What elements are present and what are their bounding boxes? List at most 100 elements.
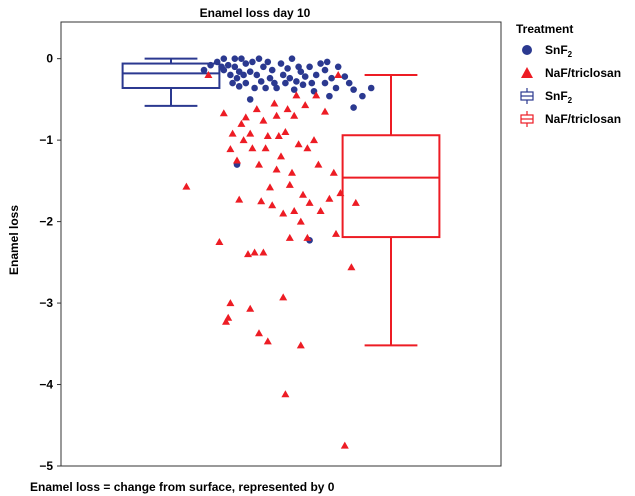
point-snf2 <box>253 71 261 79</box>
point-naf-triclosan <box>235 195 244 203</box>
point-snf2 <box>350 86 357 93</box>
point-naf-triclosan <box>246 304 255 312</box>
point-snf2 <box>341 73 349 80</box>
point-snf2 <box>246 68 254 75</box>
point-naf-triclosan <box>259 116 268 124</box>
point-snf2 <box>227 71 234 79</box>
chart-title: Enamel loss day 10 <box>200 6 311 20</box>
point-naf-triclosan <box>270 99 279 107</box>
point-snf2 <box>231 63 239 71</box>
point-naf-triclosan <box>241 113 250 121</box>
point-snf2 <box>326 92 333 100</box>
point-snf2 <box>321 79 329 87</box>
point-naf-triclosan <box>279 209 288 217</box>
point-naf-triclosan <box>285 180 294 188</box>
point-naf-triclosan <box>239 136 248 144</box>
point-naf-triclosan <box>312 91 321 99</box>
point-snf2 <box>213 58 221 66</box>
legend-label: SnF2 <box>545 89 573 105</box>
point-snf2 <box>286 74 294 82</box>
point-snf2 <box>224 61 232 69</box>
point-snf2 <box>220 55 228 62</box>
box-iqr <box>341 134 441 239</box>
point-naf-triclosan <box>283 105 292 113</box>
point-naf-triclosan <box>259 248 268 256</box>
point-naf-triclosan <box>294 140 303 148</box>
point-snf2 <box>282 79 289 87</box>
point-naf-triclosan <box>252 105 261 113</box>
point-naf-triclosan <box>299 190 307 198</box>
point-naf-triclosan <box>263 132 272 140</box>
point-snf2 <box>231 55 239 62</box>
point-naf-triclosan <box>285 233 294 241</box>
point-naf-triclosan <box>263 337 272 345</box>
point-snf2 <box>233 74 241 82</box>
point-snf2 <box>268 66 276 74</box>
point-naf-triclosan <box>272 111 281 119</box>
point-naf-triclosan <box>255 160 263 168</box>
point-naf-triclosan <box>274 132 283 140</box>
point-naf-triclosan <box>329 168 338 176</box>
point-snf2 <box>334 63 342 71</box>
point-naf-triclosan <box>228 129 237 137</box>
point-naf-triclosan <box>347 263 356 271</box>
legend-item: SnF2 <box>520 88 573 105</box>
point-naf-triclosan <box>303 144 312 152</box>
point-naf-triclosan <box>226 145 235 153</box>
legend-label: NaF/triclosan <box>545 112 621 126</box>
point-snf2 <box>297 68 305 75</box>
legend: Treatment SnF2 NaF/triclosan SnF2 NaF/triclo… <box>516 22 621 127</box>
point-snf2 <box>277 60 285 67</box>
y-axis-label: Enamel loss <box>7 205 21 275</box>
point-naf-triclosan <box>277 152 285 160</box>
point-naf-triclosan <box>290 111 299 119</box>
point-snf2 <box>262 84 269 92</box>
point-naf-triclosan <box>272 165 281 173</box>
data-points <box>182 55 375 449</box>
point-snf2 <box>257 78 265 85</box>
point-snf2 <box>220 66 228 74</box>
point-naf-triclosan <box>257 197 266 205</box>
legend-box-icon <box>520 111 534 127</box>
point-naf-triclosan <box>219 109 228 117</box>
point-snf2 <box>308 79 316 87</box>
point-naf-triclosan <box>255 329 263 337</box>
chart-caption: Enamel loss = change from surface, repre… <box>30 480 335 494</box>
point-snf2 <box>299 81 307 89</box>
point-naf-triclosan <box>314 160 323 168</box>
legend-item: NaF/triclosan <box>520 111 621 127</box>
point-naf-triclosan <box>248 144 257 152</box>
point-snf2 <box>350 104 357 111</box>
point-snf2 <box>200 66 208 74</box>
point-snf2 <box>284 65 291 72</box>
point-snf2 <box>345 79 353 87</box>
point-snf2 <box>279 71 287 79</box>
y-tick-label: 0 <box>46 52 53 66</box>
point-snf2 <box>359 92 366 100</box>
point-naf-triclosan <box>296 341 305 349</box>
box-plot-0 <box>121 57 221 107</box>
point-naf-triclosan <box>334 70 343 78</box>
point-naf-triclosan <box>292 91 301 99</box>
point-snf2 <box>317 60 324 67</box>
point-naf-triclosan <box>303 233 312 241</box>
legend-box-icon <box>520 88 534 104</box>
point-snf2 <box>235 83 243 90</box>
point-snf2 <box>273 84 280 92</box>
point-naf-triclosan <box>182 182 191 190</box>
point-snf2 <box>251 84 258 92</box>
point-naf-triclosan <box>288 168 296 176</box>
point-snf2 <box>290 86 298 93</box>
point-snf2 <box>321 66 329 74</box>
point-naf-triclosan <box>281 390 290 398</box>
y-tick-label: −2 <box>39 215 53 229</box>
legend-title: Treatment <box>516 22 573 36</box>
point-snf2 <box>238 55 245 62</box>
y-tick-label: −5 <box>39 459 53 473</box>
point-naf-triclosan <box>301 101 310 109</box>
point-naf-triclosan <box>233 156 241 164</box>
point-naf-triclosan <box>296 217 305 225</box>
point-naf-triclosan <box>268 201 277 209</box>
point-naf-triclosan <box>325 194 334 202</box>
